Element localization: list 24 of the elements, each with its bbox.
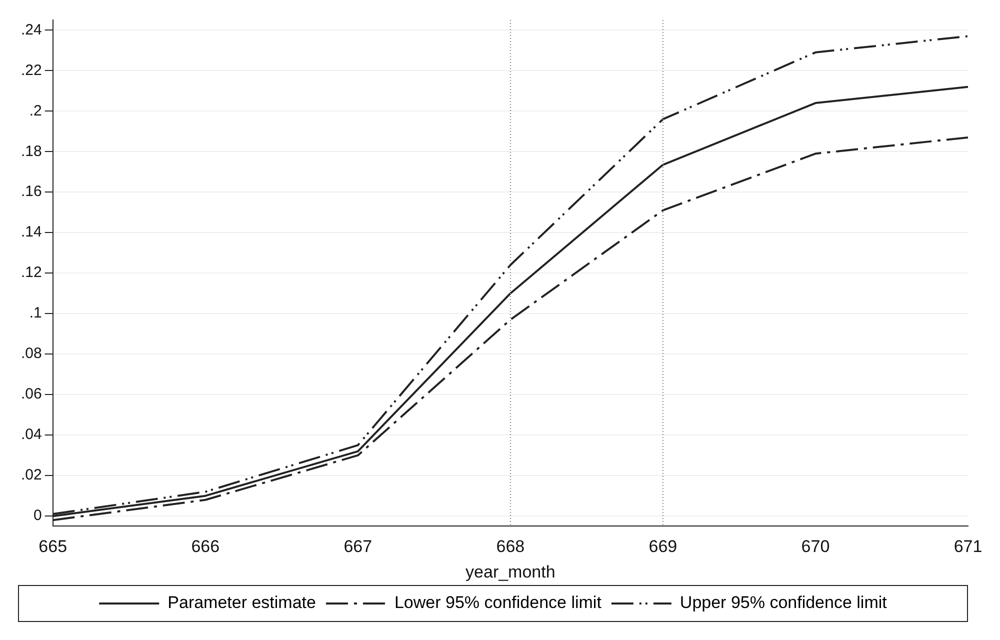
y-tick-label: .22	[20, 62, 42, 79]
legend-label: Parameter estimate	[168, 593, 316, 612]
y-tick-label: .2	[29, 102, 42, 120]
y-tick-label: 0	[34, 507, 42, 524]
y-tick-label: .04	[20, 426, 42, 444]
x-axis-title: year_month	[466, 562, 556, 582]
x-tick-label: 665	[38, 537, 68, 556]
y-tick-label: .02	[20, 466, 42, 484]
y-tick-label: .16	[20, 183, 42, 200]
x-tick-label: 668	[496, 537, 525, 556]
legend-label: Upper 95% confidence limit	[680, 593, 888, 612]
y-tick-label: .18	[20, 142, 42, 160]
y-tick-label: .06	[20, 386, 42, 403]
x-tick-label: 666	[191, 537, 220, 556]
x-tick-label: 667	[344, 537, 372, 556]
y-tick-label: .08	[20, 345, 42, 362]
x-tick-label: 669	[648, 537, 678, 556]
legend-label: Lower 95% confidence limit	[394, 593, 602, 612]
y-tick-label: .12	[20, 264, 42, 282]
y-tick-label: .14	[20, 224, 42, 241]
x-tick-label: 671	[954, 537, 982, 556]
y-tick-label: .1	[29, 304, 42, 322]
y-tick-label: .24	[20, 21, 42, 38]
x-tick-label: 670	[801, 537, 830, 556]
